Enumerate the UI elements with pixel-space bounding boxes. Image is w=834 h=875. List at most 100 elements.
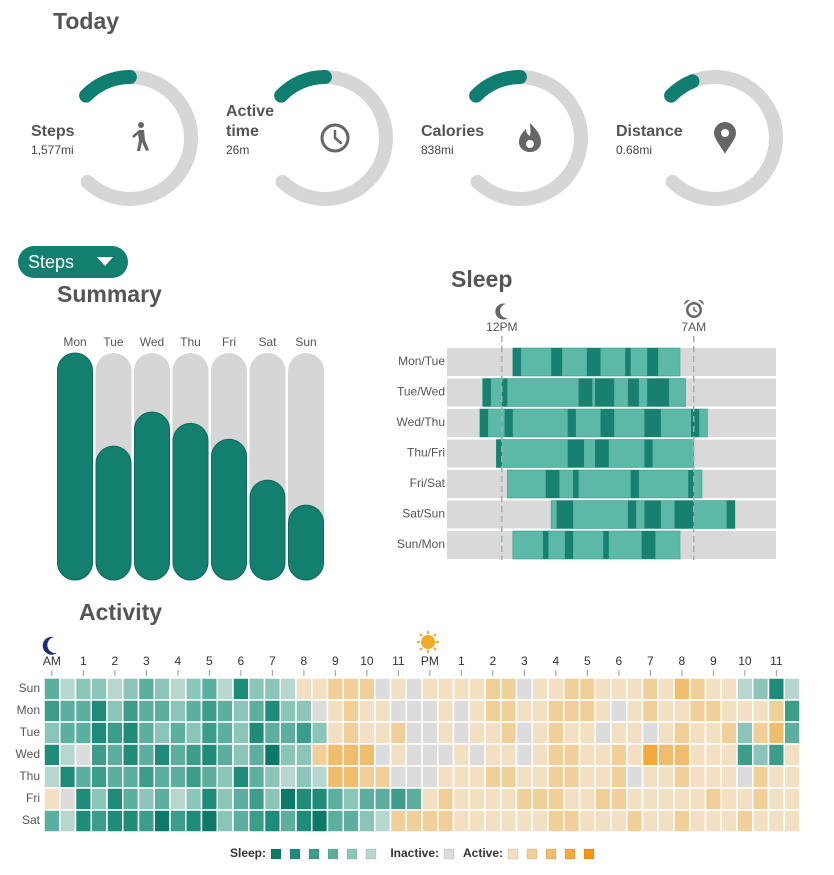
heat-cell (279, 677, 297, 701)
heat-cell (752, 743, 770, 767)
heat-cell (106, 699, 124, 723)
stat: Distance 0.68mi (616, 96, 683, 158)
deep-sleep (595, 439, 609, 468)
heat-cell (468, 809, 486, 833)
heat-cell (720, 809, 738, 833)
heat-cell (547, 787, 565, 811)
heat-cell (263, 809, 281, 833)
moon-icon (495, 303, 508, 320)
heat-cell (389, 721, 407, 745)
summary-title: Summary (57, 281, 162, 307)
heat-cell (90, 699, 108, 723)
heat-cell (295, 721, 313, 745)
day-label: Wed (140, 335, 164, 349)
heat-cell (563, 677, 581, 701)
heat-cell (515, 787, 533, 811)
heat-cell (437, 677, 455, 701)
heat-cell (311, 721, 329, 745)
heat-cell (704, 699, 722, 723)
heat-cell (185, 809, 203, 833)
heat-cell (122, 699, 140, 723)
heat-cell (374, 765, 392, 789)
legend-swatch (289, 848, 301, 860)
heat-cell (169, 787, 187, 811)
heat-cell (200, 677, 218, 701)
deep-sleep (573, 470, 579, 498)
heat-cell (185, 721, 203, 745)
heat-cell (641, 699, 659, 723)
heat-cell (153, 721, 171, 745)
deep-sleep (627, 500, 637, 529)
heat-cell (437, 721, 455, 745)
heat-cell (122, 721, 140, 745)
heat-cell (626, 765, 644, 789)
heat-cell (421, 721, 439, 745)
heat-cell (689, 677, 707, 701)
sleep-bar (507, 469, 703, 499)
dropdown-label[interactable]: Steps (28, 252, 74, 272)
heat-cell (279, 787, 297, 811)
x-tick-label: 8 (301, 654, 308, 668)
heat-cell (59, 743, 77, 767)
heat-cell (736, 721, 754, 745)
x-tick-label: 6 (616, 654, 623, 668)
heat-cell (248, 809, 266, 833)
legend-swatch (365, 848, 377, 860)
heat-cell (137, 699, 155, 723)
x-tick-label: 7 (269, 654, 276, 668)
heat-cell (185, 699, 203, 723)
heat-cell (515, 743, 533, 767)
deep-sleep (479, 409, 489, 437)
heat-cell (200, 699, 218, 723)
heat-cell (783, 787, 801, 811)
heat-cell (216, 743, 234, 767)
ring-track (274, 70, 393, 206)
heat-cell (374, 743, 392, 767)
row-label: Sat/Sun (402, 507, 445, 521)
heat-cell (720, 699, 738, 723)
heat-cell (169, 699, 187, 723)
x-tick-label: 11 (770, 654, 783, 668)
ring-progress (664, 74, 700, 103)
deep-sleep (644, 439, 653, 468)
heat-cell (342, 809, 360, 833)
heat-cell (74, 721, 92, 745)
heat-cell (216, 787, 234, 811)
heat-cell (736, 765, 754, 789)
heat-cell (689, 765, 707, 789)
heat-cell (641, 809, 659, 833)
heat-cell (767, 765, 785, 789)
deep-sleep (496, 439, 502, 468)
heat-cell (248, 765, 266, 789)
heat-cell (342, 677, 360, 701)
heat-cell (641, 721, 659, 745)
heat-cell (437, 699, 455, 723)
heat-cell (437, 787, 455, 811)
deep-sleep (644, 409, 661, 437)
heat-cell (59, 677, 77, 701)
dropdown-bg[interactable] (18, 246, 128, 278)
heat-cell (594, 743, 612, 767)
heat-cell (736, 699, 754, 723)
heat-cell (594, 721, 612, 745)
heat-cell (484, 787, 502, 811)
heat-cell (500, 721, 518, 745)
ring-progress (469, 70, 527, 103)
heat-cell (169, 765, 187, 789)
heat-cell (468, 677, 486, 701)
heat-cell (421, 677, 439, 701)
heat-cell (122, 765, 140, 789)
heat-cell (626, 677, 644, 701)
row-label: Sat (22, 813, 41, 827)
dropdown-arrow[interactable] (97, 257, 113, 266)
heat-cell (358, 699, 376, 723)
heat-cell (43, 787, 61, 811)
heat-cell (610, 787, 628, 811)
heat-cell (342, 721, 360, 745)
heat-cell (578, 809, 596, 833)
heat-cell (484, 699, 502, 723)
metric-dropdown[interactable]: Steps (18, 246, 128, 278)
deep-sleep (691, 409, 700, 437)
stat-label: Distance (616, 123, 683, 140)
heat-cell (673, 699, 691, 723)
